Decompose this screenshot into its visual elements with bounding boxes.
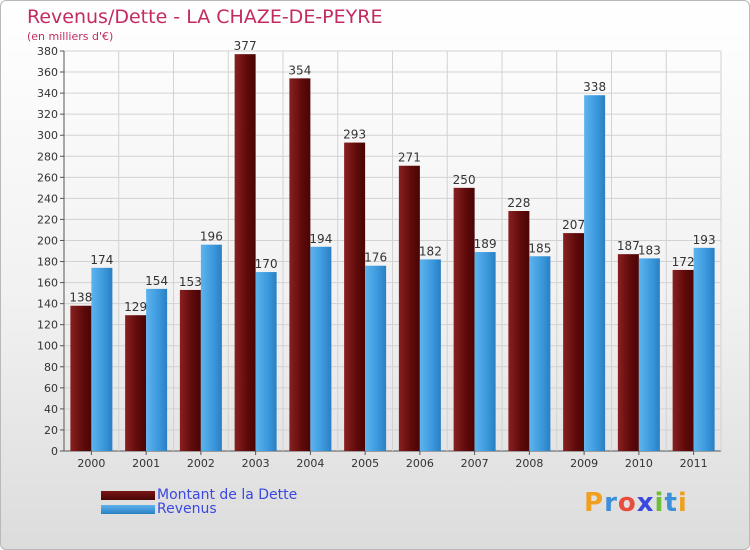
y-tick-label: 380 bbox=[37, 45, 58, 58]
data-label-dette: 250 bbox=[453, 173, 476, 187]
y-tick-label: 200 bbox=[37, 234, 58, 247]
x-tick-label: 2006 bbox=[406, 457, 434, 470]
chart-title: Revenus/Dette - LA CHAZE-DE-PEYRE bbox=[27, 6, 383, 28]
y-tick-label: 260 bbox=[37, 171, 58, 184]
bar-dette bbox=[672, 269, 694, 451]
logo-letter: o bbox=[617, 488, 637, 518]
y-tick-label: 60 bbox=[44, 382, 58, 395]
data-label-revenus: 194 bbox=[309, 232, 332, 246]
data-label-dette: 153 bbox=[179, 275, 202, 289]
logo-letter: i bbox=[677, 488, 688, 518]
bar-dette bbox=[234, 54, 256, 451]
y-tick-label: 300 bbox=[37, 129, 58, 142]
data-label-revenus: 154 bbox=[145, 274, 168, 288]
bar-dette bbox=[289, 78, 311, 452]
bar-revenus bbox=[474, 252, 496, 451]
bar-revenus bbox=[584, 95, 606, 452]
data-label-revenus: 185 bbox=[528, 241, 551, 255]
logo-letter: i bbox=[654, 488, 665, 518]
bar-dette bbox=[344, 142, 366, 451]
bar-revenus bbox=[146, 288, 168, 451]
x-tick-label: 2004 bbox=[296, 457, 324, 470]
bar-revenus bbox=[255, 272, 277, 451]
logo-letter: t bbox=[664, 488, 678, 518]
bar-dette bbox=[70, 305, 92, 451]
legend-swatch-revenus bbox=[101, 505, 155, 514]
x-tick-label: 2001 bbox=[132, 457, 160, 470]
legend-swatch-dette bbox=[101, 491, 155, 500]
data-label-revenus: 189 bbox=[474, 237, 497, 251]
data-label-dette: 187 bbox=[617, 239, 640, 253]
data-label-revenus: 182 bbox=[419, 244, 442, 258]
bar-dette bbox=[508, 211, 530, 451]
grid-layer bbox=[60, 50, 722, 455]
x-tick-label: 2002 bbox=[187, 457, 215, 470]
logo-letter: x bbox=[636, 488, 655, 518]
x-tick-label: 2010 bbox=[625, 457, 653, 470]
y-tick-label: 80 bbox=[44, 361, 58, 374]
data-label-revenus: 183 bbox=[638, 243, 661, 257]
y-tick-label: 120 bbox=[37, 319, 58, 332]
y-tick-label: 340 bbox=[37, 87, 58, 100]
y-tick-label: 140 bbox=[37, 298, 58, 311]
data-label-dette: 228 bbox=[507, 196, 530, 210]
bar-revenus bbox=[638, 258, 660, 451]
bar-revenus bbox=[91, 267, 113, 451]
y-tick-label: 0 bbox=[51, 445, 58, 458]
x-tick-label: 2000 bbox=[77, 457, 105, 470]
x-tick-label: 2009 bbox=[570, 457, 598, 470]
chart-subtitle: (en milliers d'€) bbox=[27, 30, 114, 43]
legend-label-revenus: Revenus bbox=[157, 501, 217, 517]
bar-revenus bbox=[693, 247, 715, 451]
bar-revenus bbox=[529, 256, 551, 451]
bar-dette bbox=[563, 233, 585, 451]
x-tick-label: 2005 bbox=[351, 457, 379, 470]
data-label-dette: 377 bbox=[234, 39, 257, 53]
y-tick-label: 180 bbox=[37, 256, 58, 269]
x-tick-label: 2008 bbox=[515, 457, 543, 470]
bar-dette bbox=[398, 165, 420, 451]
y-tick-label: 20 bbox=[44, 424, 58, 437]
data-label-dette: 293 bbox=[343, 128, 366, 142]
y-tick-label: 160 bbox=[37, 277, 58, 290]
y-tick-label: 40 bbox=[44, 403, 58, 416]
y-tick-label: 240 bbox=[37, 192, 58, 205]
logo-letter: P bbox=[584, 488, 605, 518]
proxiti-logo: Proxiti bbox=[584, 488, 688, 518]
logo-letter: r bbox=[604, 488, 618, 518]
y-tick-label: 280 bbox=[37, 150, 58, 163]
bar-revenus bbox=[310, 246, 332, 451]
bar-dette bbox=[617, 254, 639, 451]
bar-dette bbox=[179, 289, 201, 451]
data-label-revenus: 170 bbox=[255, 257, 278, 271]
y-tick-label: 320 bbox=[37, 108, 58, 121]
x-tick-label: 2007 bbox=[461, 457, 489, 470]
bar-dette bbox=[453, 187, 475, 451]
data-label-revenus: 338 bbox=[583, 80, 606, 94]
bar-revenus bbox=[419, 259, 441, 451]
data-label-dette: 354 bbox=[288, 63, 311, 77]
bar-revenus bbox=[200, 244, 222, 451]
data-label-dette: 207 bbox=[562, 218, 585, 232]
legend-label-dette: Montant de la Dette bbox=[157, 487, 298, 503]
x-tick-label: 2011 bbox=[680, 457, 708, 470]
bars-layer bbox=[70, 54, 715, 452]
labels-layer: 0 20 40 60 80 100 120 140 160 180 200 220 240 260 280 3… bbox=[37, 39, 716, 470]
data-label-revenus: 196 bbox=[200, 230, 223, 244]
x-tick-label: 2003 bbox=[242, 457, 270, 470]
data-label-dette: 271 bbox=[398, 151, 421, 165]
bar-dette bbox=[125, 315, 147, 451]
data-label-revenus: 174 bbox=[90, 253, 113, 267]
bar-revenus bbox=[365, 265, 387, 451]
data-label-revenus: 193 bbox=[693, 233, 716, 247]
data-label-dette: 138 bbox=[69, 291, 92, 305]
data-label-dette: 172 bbox=[672, 255, 695, 269]
y-tick-label: 220 bbox=[37, 213, 58, 226]
y-tick-label: 360 bbox=[37, 66, 58, 79]
data-label-revenus: 176 bbox=[364, 251, 387, 265]
y-tick-label: 100 bbox=[37, 340, 58, 353]
data-label-dette: 129 bbox=[124, 300, 147, 314]
